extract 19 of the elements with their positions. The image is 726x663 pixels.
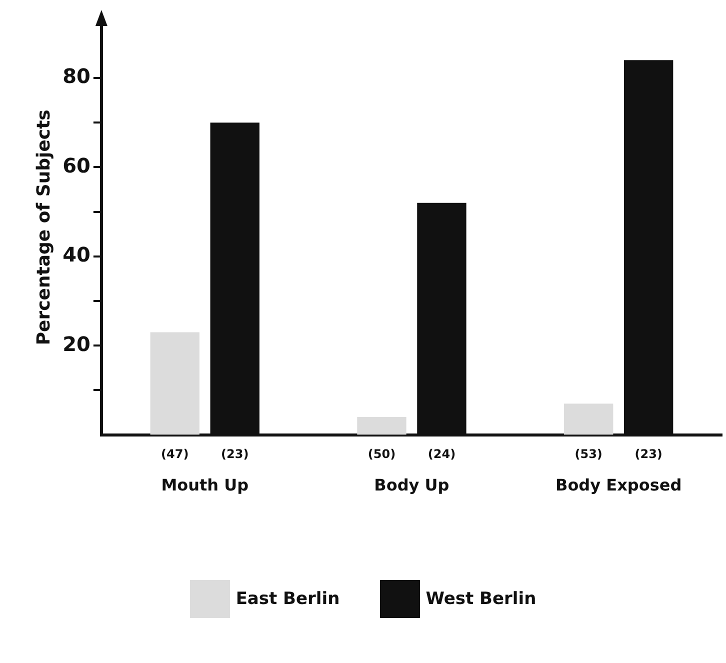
bar: [357, 416, 406, 435]
y-tick-label: 80: [62, 64, 90, 88]
text: (23): [634, 446, 662, 461]
y-tick-label: 20: [62, 332, 90, 356]
x-tick-label: Mouth Up: [161, 476, 249, 495]
text: (47): [161, 446, 189, 461]
text: (24): [428, 446, 456, 461]
text: (23): [221, 446, 249, 461]
y-tick-label: 40: [62, 242, 90, 267]
bar: [564, 404, 614, 435]
x-tick-label: Body Up: [374, 476, 450, 495]
legend-label: East Berlin: [236, 589, 340, 609]
text: (50): [368, 446, 396, 461]
y-tick-label: 60: [62, 153, 90, 178]
y-axis-title: Percentage of Subjects: [33, 110, 54, 346]
text: (53): [574, 446, 602, 461]
legend-label: West Berlin: [426, 589, 536, 609]
bar: [150, 332, 200, 435]
x-tick-label: Body Exposed: [555, 476, 682, 495]
